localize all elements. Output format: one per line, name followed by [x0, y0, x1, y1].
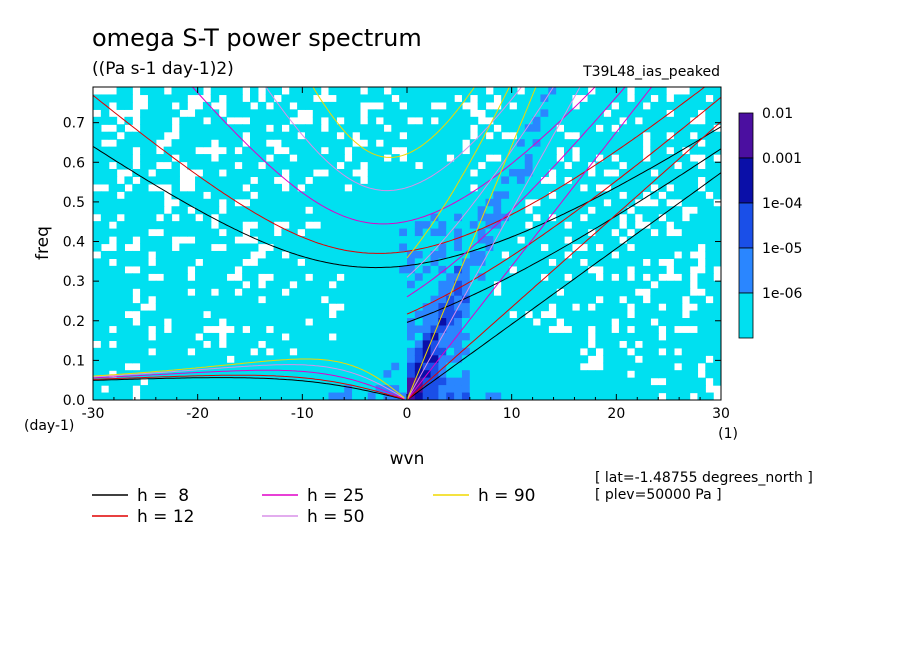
- colorbar-swatch: [738, 112, 754, 159]
- legend-label: h = 12: [137, 507, 194, 527]
- curve-kelvin-h25: [406, 87, 653, 400]
- legend-label: h = 50: [307, 507, 364, 527]
- curve-group-h12: [93, 87, 721, 400]
- dispersion-curves: [93, 87, 721, 400]
- curve-mrg-h8: [406, 148, 721, 323]
- curve-group-h50: [93, 87, 581, 400]
- curve-rossby-h25: [93, 369, 405, 400]
- legend-label: h = 90: [478, 486, 535, 506]
- x-tick-label: 10: [503, 406, 521, 422]
- colorbar-label: 1e-04: [762, 196, 802, 212]
- curve-group-h90: [93, 87, 537, 400]
- chart-title: omega S-T power spectrum: [92, 24, 422, 52]
- y-tick-label: 0.6: [63, 155, 85, 171]
- curve-ig-h8: [93, 126, 721, 269]
- y-tick-label: 0.0: [63, 393, 85, 409]
- legend-label: h = 25: [307, 486, 364, 506]
- x-tick-label: 20: [607, 406, 625, 422]
- colorbar: 0.01 0.001 1e-04 1e-05 1e-06: [738, 106, 802, 339]
- colorbar-swatch: [738, 247, 754, 294]
- y-axis-label: freq: [33, 226, 53, 260]
- colorbar-label: 1e-06: [762, 286, 802, 302]
- info-plev: [ plev=50000 Pa ]: [595, 487, 722, 503]
- x-tick-label: -10: [291, 406, 314, 422]
- run-label: T39L48_ias_peaked: [582, 64, 720, 80]
- y-tick-label: 0.5: [63, 195, 85, 211]
- x-tick-label: 30: [712, 406, 730, 422]
- y-tick-label: 0.3: [63, 274, 85, 290]
- colorbar-swatch: [738, 292, 754, 339]
- curve-group-h8: [93, 126, 721, 400]
- curve-kelvin-h90: [406, 87, 537, 400]
- chart-subtitle: ((Pa s-1 day-1)2): [92, 59, 234, 79]
- curve-rossby-h50: [93, 364, 405, 399]
- x-tick-label: -20: [186, 406, 209, 422]
- curve-rossby-h12: [93, 374, 405, 400]
- curve-ig-h90: [312, 87, 476, 158]
- x-unit-label: (1): [718, 426, 738, 442]
- curve-mrg-h50: [406, 87, 554, 278]
- curve-mrg-h12: [406, 96, 721, 315]
- curve-rossby-h90: [93, 358, 405, 399]
- y-axis: 0.0 0.1 0.2 0.3 0.4 0.5 0.6 0.7: [63, 116, 721, 409]
- curve-ig-h12: [93, 87, 706, 254]
- colorbar-label: 0.01: [762, 106, 793, 122]
- curve-kelvin-h12: [406, 121, 721, 400]
- colorbar-swatch: [738, 157, 754, 204]
- x-tick-label: -30: [82, 406, 105, 422]
- curve-kelvin-h50: [406, 87, 581, 400]
- y-tick-label: 0.7: [63, 116, 85, 132]
- legend: h = 8h = 12 h = 25h = 50 h = 90: [92, 486, 535, 527]
- y-tick-label: 0.1: [63, 353, 85, 369]
- curve-ig-h50: [265, 87, 523, 192]
- y-tick-label: 0.2: [63, 314, 85, 330]
- x-axis-label: wvn: [390, 449, 425, 469]
- curve-mrg-h25: [406, 87, 626, 298]
- info-lat: [ lat=-1.48755 degrees_north ]: [595, 470, 813, 486]
- colorbar-label: 0.001: [762, 151, 802, 167]
- x-tick-label: 0: [403, 406, 412, 422]
- legend-label: h = 8: [137, 486, 189, 506]
- x-axis: -30 -20 -10 0 10 20 30: [82, 87, 730, 422]
- curve-rossby-h8: [93, 377, 405, 400]
- y-tick-label: 0.4: [63, 235, 85, 251]
- colorbar-label: 1e-05: [762, 241, 802, 257]
- power-spectrum-field: [93, 87, 721, 400]
- y-unit-label: (day-1): [24, 418, 74, 434]
- curve-mrg-h90: [406, 87, 510, 259]
- colorbar-swatch: [738, 202, 754, 249]
- curve-kelvin-h8: [406, 172, 721, 400]
